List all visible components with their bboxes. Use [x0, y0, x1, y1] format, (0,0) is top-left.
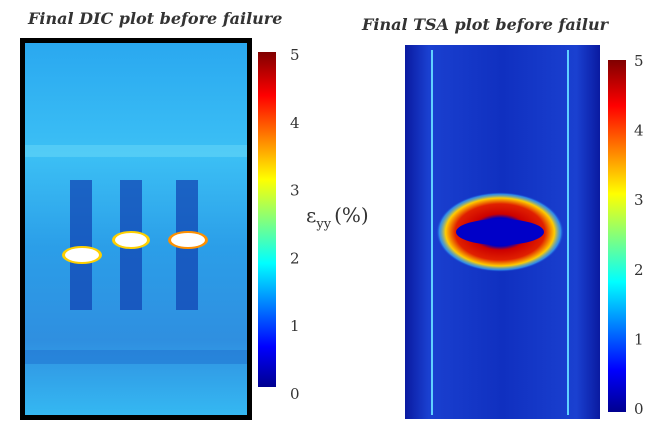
colorbar	[258, 52, 276, 387]
colorbar-tick-label: 1	[634, 330, 644, 348]
colorbar-tick-label: 5	[290, 46, 300, 64]
colorbar-tick-label: 2	[634, 261, 644, 279]
colorbar	[608, 60, 626, 412]
band	[25, 350, 247, 364]
colorbar-tick-label: 5	[634, 52, 644, 70]
damage	[456, 219, 544, 245]
hole	[171, 233, 205, 247]
colorbar-tick-label: 0	[634, 400, 644, 418]
colorbar-tick-label: 2	[290, 249, 300, 267]
panel-title: Final TSA plot before failur	[361, 15, 610, 34]
colorbar-tick-label: 4	[290, 114, 300, 132]
panel-title: Final DIC plot before failure	[27, 9, 282, 28]
band	[25, 145, 247, 157]
hole	[65, 248, 99, 262]
colorbar-tick-label: 4	[634, 122, 644, 140]
colorbar-tick-label: 3	[290, 182, 300, 200]
hole	[115, 233, 147, 247]
colorbar-tick-label: 1	[290, 317, 300, 335]
band	[70, 180, 92, 310]
colorbar-tick-label: 0	[290, 385, 300, 403]
colorbar-label: εyy (%)	[306, 203, 369, 232]
colorbar-tick-label: 3	[634, 191, 644, 209]
